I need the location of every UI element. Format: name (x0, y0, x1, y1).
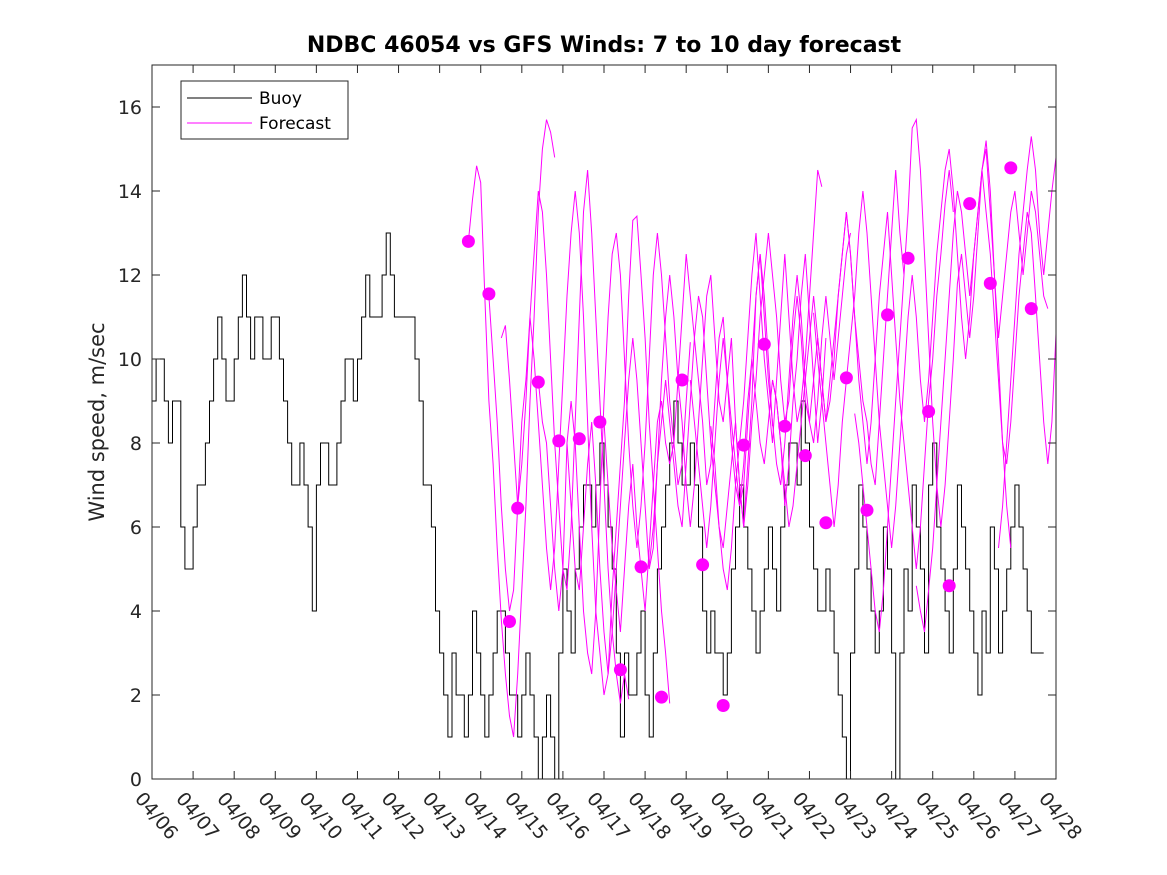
forecast-marker-point (860, 503, 874, 517)
legend-buoy-label: Buoy (259, 89, 302, 109)
legend-box (180, 80, 349, 140)
forecast-trace-line (998, 136, 1057, 549)
forecast-marker-point (901, 251, 915, 265)
forecast-marker-point (778, 419, 792, 433)
y-tick-label: 4 (130, 601, 142, 623)
forecast-trace-line (854, 117, 1049, 633)
forecast-marker-point (613, 663, 627, 677)
forecast-marker-point (983, 276, 997, 290)
forecast-marker-point (942, 579, 956, 593)
forecast-marker-point (503, 615, 516, 628)
y-tick-label: 14 (118, 181, 142, 203)
forecast-trace-line (648, 169, 823, 591)
y-axis-label: Wind speed, m/sec (85, 322, 109, 521)
forecast-marker-point (675, 373, 689, 387)
y-tick-label: 0 (130, 769, 142, 791)
legend-forecast-label: Forecast (259, 114, 331, 134)
forecast-marker-point (634, 560, 648, 574)
forecast-marker-point (655, 690, 668, 704)
forecast-marker-point (881, 308, 894, 322)
forecast-marker-point (798, 449, 812, 463)
forecast-marker-point (839, 371, 853, 385)
forecast-marker-point (511, 501, 525, 515)
forecast-marker-point (1004, 161, 1018, 175)
forecast-trace-line (710, 169, 905, 549)
y-axis-ticks: 0 2 4 6 8 10 12 14 16 (118, 97, 1056, 791)
forecast-marker-point (531, 375, 545, 389)
forecast-marker-point (1024, 302, 1038, 316)
forecast-marker-point (737, 438, 751, 452)
forecast-trace-line (772, 169, 954, 570)
forecast-marker-point (819, 516, 833, 530)
y-tick-label: 8 (130, 433, 142, 455)
y-tick-label: 12 (118, 265, 142, 287)
forecast-marker-point (593, 415, 607, 429)
y-tick-label: 6 (130, 517, 142, 539)
forecast-trace-line (689, 232, 851, 549)
forecast-marker-point (716, 699, 730, 712)
forecast-marker-point (963, 197, 977, 211)
forecast-trace-line (500, 190, 671, 704)
forecast-marker-point (572, 432, 586, 446)
forecast-trace-line (467, 119, 556, 738)
chart-title: NDBC 46054 vs GFS Winds: 7 to 10 day for… (307, 33, 902, 58)
y-tick-label: 2 (130, 685, 142, 707)
forecast-trace-line (488, 169, 630, 704)
y-tick-label: 16 (118, 97, 142, 119)
forecast-marker-point (482, 287, 496, 301)
forecast-marker-point (922, 405, 936, 418)
legend: Buoy Forecast (180, 80, 349, 140)
forecast-marker-point (552, 434, 566, 448)
forecast-marker-point (696, 558, 710, 572)
plot-lines (152, 117, 1057, 780)
forecast-marker-point (461, 234, 475, 248)
forecast-trace-line (915, 169, 1057, 633)
y-tick-label: 10 (118, 349, 142, 371)
forecast-marker-point (757, 337, 771, 351)
plot-markers (461, 161, 1038, 712)
